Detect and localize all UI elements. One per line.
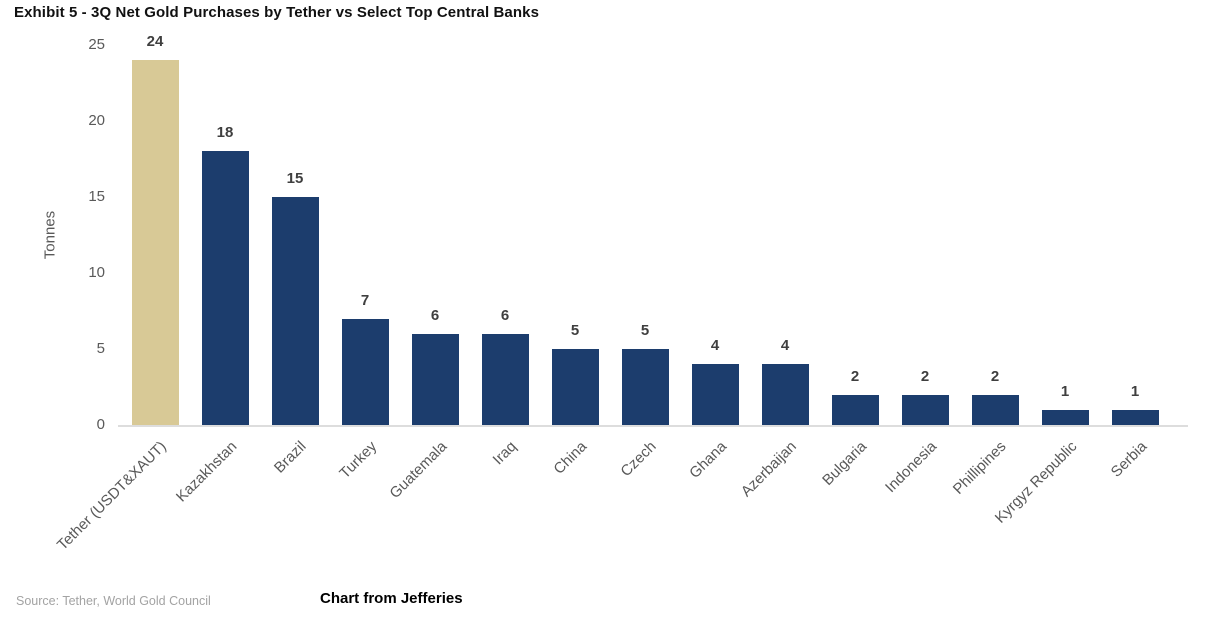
bar-value-label-phillipines: 2 [990,367,1000,385]
bar-value-label-brazil: 15 [286,170,304,187]
x-axis-label-iraq: Iraq [489,438,521,469]
x-axis-line [118,425,1188,427]
bar-brazil [271,197,319,425]
bar-value-label-iraq: 6 [500,306,510,324]
bar-guatemala [411,333,459,425]
bar-turkey [341,318,389,425]
bar-bulgaria [831,394,879,425]
bar-indonesia [901,394,949,425]
bar-value-label-tether-usdt-xaut: 24 [146,33,164,51]
y-tick-label-5: 5 [96,340,105,357]
chart-title: Exhibit 5 - 3Q Net Gold Purchases by Tet… [14,4,540,21]
bar-value-label-bulgaria: 2 [850,367,860,385]
y-tick-label-15: 15 [88,188,105,205]
bar-azerbaijan [761,364,809,425]
bar-value-label-czech: 5 [640,322,650,339]
bar-value-label-indonesia: 2 [920,367,930,385]
bar-phillipines [971,394,1019,425]
bar-serbia [1111,409,1159,425]
y-tick-label-0: 0 [96,416,105,433]
bar-value-label-guatemala: 6 [430,306,440,324]
bar-value-label-kyrgyz-republic: 1 [1060,382,1070,400]
y-tick-label-20: 20 [88,112,105,129]
bar-value-label-turkey: 7 [360,291,370,309]
bar-value-label-ghana: 4 [710,337,720,355]
x-axis-label-china: China [550,438,591,478]
bar-kyrgyz-republic [1041,409,1089,425]
y-tick-label-25: 25 [88,36,105,53]
source-attribution: Source: Tether, World Gold Council [16,594,211,608]
x-axis-label-guatemala: Guatemala [386,438,451,502]
bar-value-label-china: 5 [570,322,580,339]
x-axis-label-azerbaijan: Azerbaijan [737,438,801,501]
bar-tether-usdt-xaut [131,60,179,425]
y-axis-label: Tonnes [41,210,59,260]
bar-czech [621,349,669,425]
chart-credit-note: Chart from Jefferies [320,590,463,607]
bar-ghana [691,364,739,425]
x-axis-label-indonesia: Indonesia [881,438,941,497]
x-axis-label-bulgaria: Bulgaria [819,438,871,489]
x-axis-label-kazakhstan: Kazakhstan [172,438,241,506]
bar-value-label-azerbaijan: 4 [780,337,790,355]
bar-china [551,349,599,425]
bar-kazakhstan [201,151,249,425]
x-axis-label-ghana: Ghana [686,438,731,482]
y-tick-label-10: 10 [88,264,105,281]
bar-value-label-serbia: 1 [1130,382,1140,400]
x-axis-label-brazil: Brazil [271,438,311,477]
x-axis-label-phillipines: Phillipines [950,438,1011,498]
x-axis-label-tether-usdt-xaut: Tether (USDT&XAUT) [54,438,171,554]
x-axis-label-serbia: Serbia [1107,438,1151,481]
bar-iraq [481,333,529,425]
x-axis-label-czech: Czech [617,438,661,481]
x-axis-label-turkey: Turkey [335,438,381,483]
bar-value-label-kazakhstan: 18 [216,124,234,142]
